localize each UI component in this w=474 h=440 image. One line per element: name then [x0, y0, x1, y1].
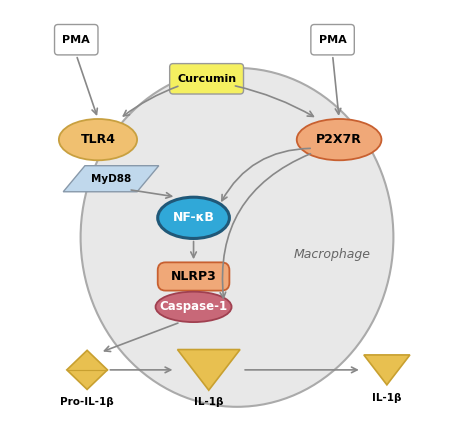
Text: Macrophage: Macrophage — [294, 248, 371, 261]
Text: PMA: PMA — [319, 35, 346, 45]
FancyBboxPatch shape — [55, 25, 98, 55]
Ellipse shape — [81, 68, 393, 407]
Text: Pro-IL-1β: Pro-IL-1β — [60, 397, 114, 407]
Text: P2X7R: P2X7R — [316, 133, 362, 146]
Ellipse shape — [59, 119, 137, 160]
FancyBboxPatch shape — [158, 262, 229, 290]
Text: NF-κB: NF-κB — [173, 211, 215, 224]
Text: IL-1β: IL-1β — [194, 397, 224, 407]
Polygon shape — [67, 350, 108, 389]
Text: Curcumin: Curcumin — [177, 74, 236, 84]
Text: NLRP3: NLRP3 — [171, 270, 217, 283]
Text: TLR4: TLR4 — [81, 133, 116, 146]
Ellipse shape — [158, 197, 229, 238]
Polygon shape — [364, 355, 410, 385]
Text: PMA: PMA — [63, 35, 90, 45]
Text: IL-1β: IL-1β — [372, 393, 401, 403]
Polygon shape — [63, 166, 159, 192]
Ellipse shape — [297, 119, 382, 160]
FancyBboxPatch shape — [170, 64, 244, 94]
Polygon shape — [177, 349, 240, 390]
Ellipse shape — [155, 292, 232, 322]
Text: MyD88: MyD88 — [91, 174, 131, 184]
FancyBboxPatch shape — [311, 25, 354, 55]
Text: Caspase-1: Caspase-1 — [159, 301, 228, 313]
